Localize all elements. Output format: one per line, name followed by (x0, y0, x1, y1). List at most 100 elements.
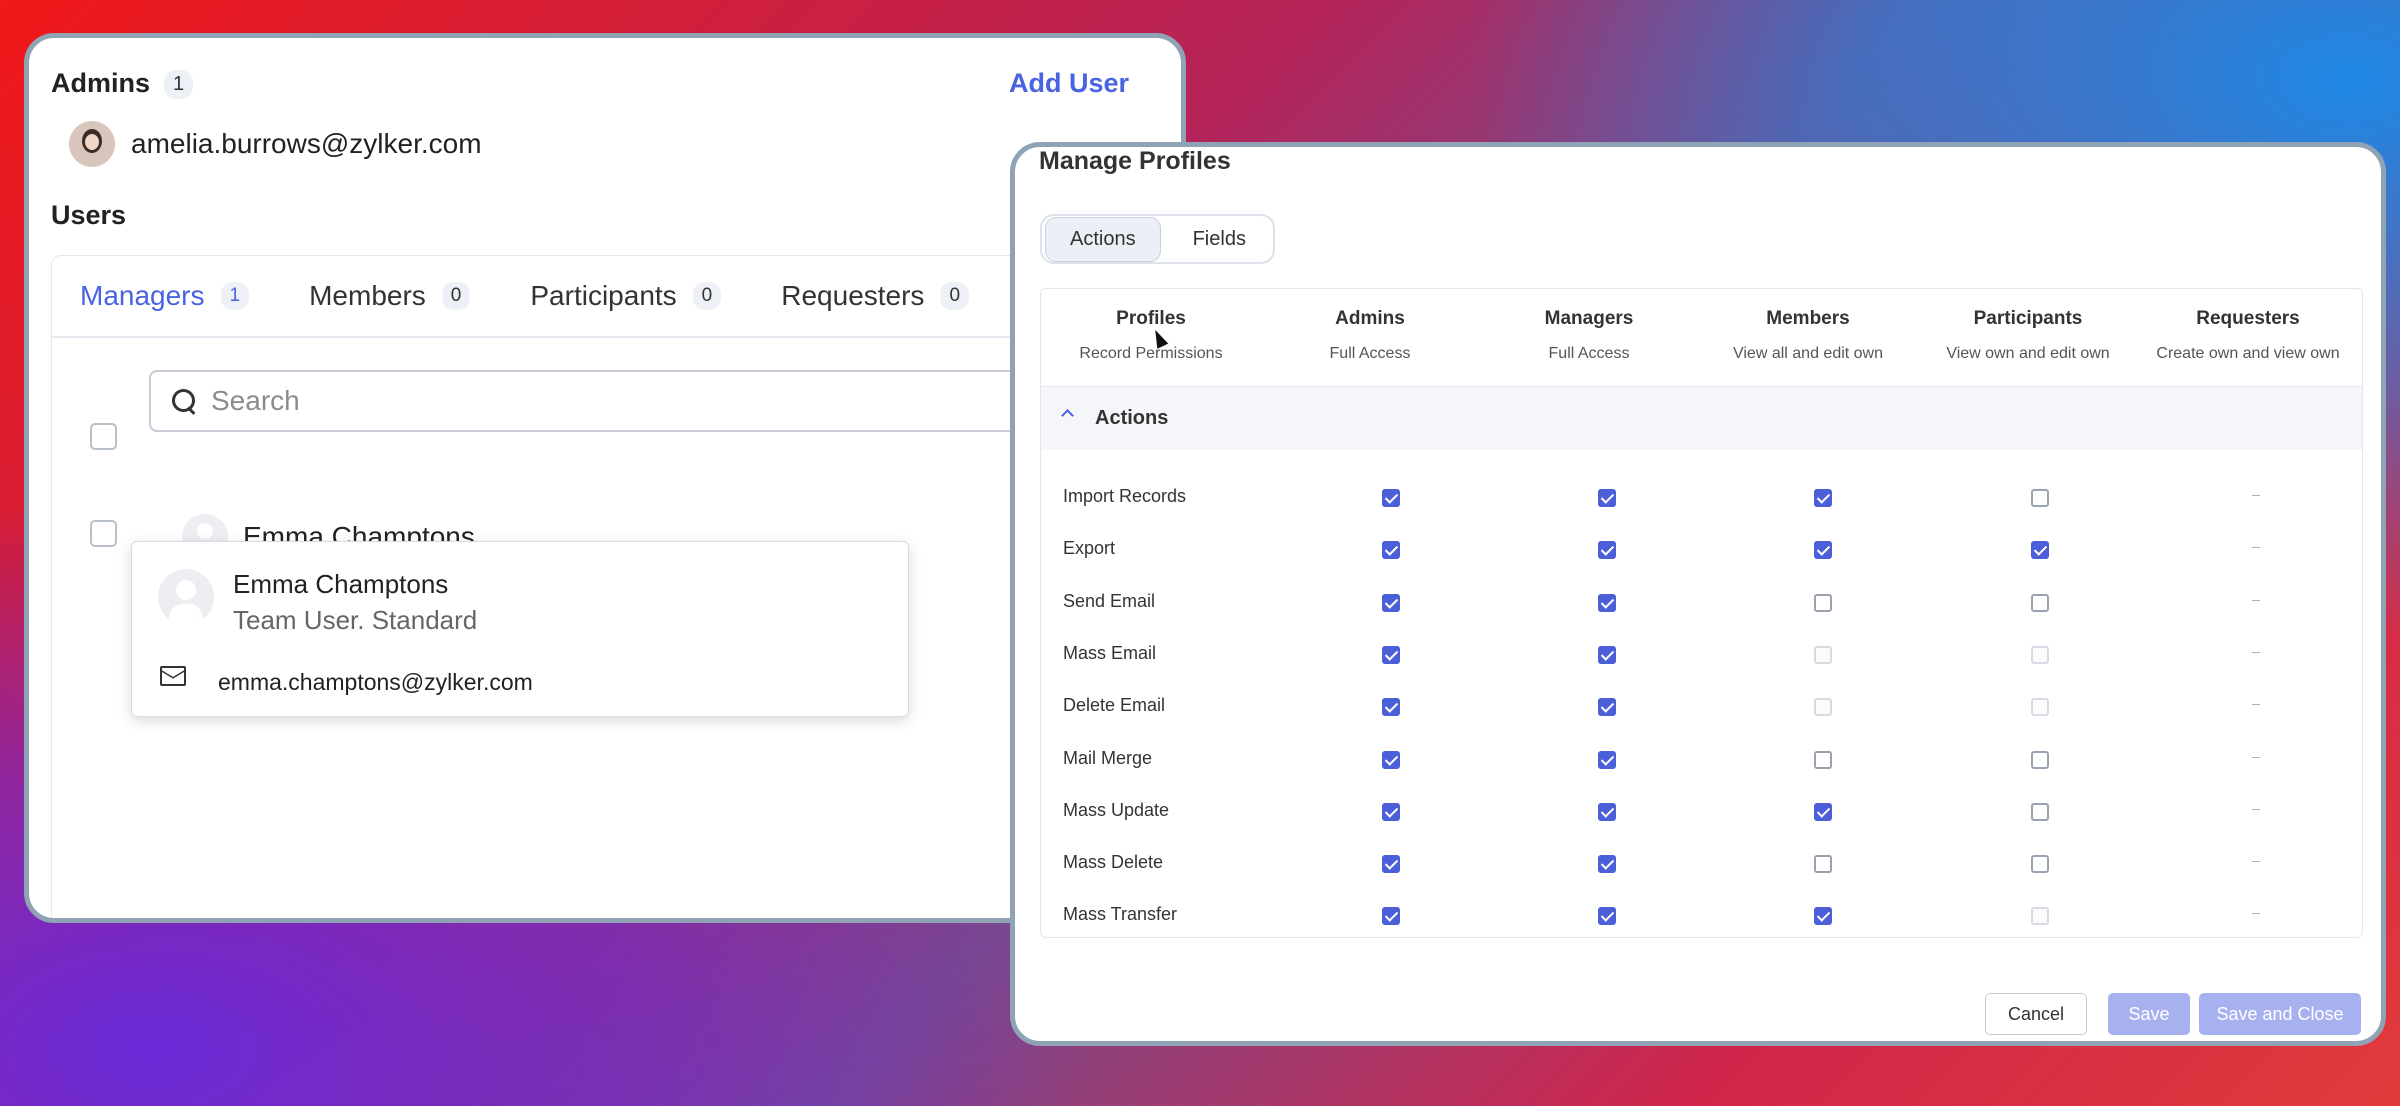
permission-checkbox-members[interactable] (1814, 907, 1832, 926)
save-and-close-button[interactable]: Save and Close (2199, 993, 2361, 1035)
user-avatar-icon (158, 569, 214, 625)
permission-checkbox-members (1814, 645, 1832, 664)
permission-checkbox-admins[interactable] (1382, 698, 1400, 717)
permissions-table: Profiles Record Permissions Admins Full … (1040, 288, 2363, 938)
permission-na: – (2252, 486, 2260, 502)
permission-checkbox-managers[interactable] (1598, 645, 1616, 664)
tab-count-badge: 0 (940, 282, 970, 310)
permission-checkbox-participants[interactable] (2031, 593, 2049, 612)
admins-count-badge: 1 (164, 70, 194, 100)
tab-participants[interactable]: Participants 0 (530, 280, 722, 312)
tab-count-badge: 0 (692, 282, 722, 310)
permission-checkbox-participants[interactable] (2031, 802, 2049, 821)
permission-checkbox-admins[interactable] (1382, 907, 1400, 926)
permission-checkbox-admins[interactable] (1382, 645, 1400, 664)
users-heading: Users (51, 200, 127, 230)
permission-checkbox-managers[interactable] (1598, 855, 1616, 874)
permission-checkbox-admins[interactable] (1382, 855, 1400, 874)
tab-requesters[interactable]: Requesters 0 (781, 280, 970, 312)
permission-checkbox-admins[interactable] (1382, 750, 1400, 769)
permission-checkbox-members[interactable] (1814, 750, 1832, 769)
column-subtitle: Full Access (1548, 345, 1630, 362)
permission-checkbox-managers[interactable] (1598, 907, 1616, 926)
column-title: Members (1766, 308, 1850, 329)
save-button[interactable]: Save (2108, 993, 2190, 1035)
popover-role: Team User. Standard (233, 605, 478, 635)
permission-na: – (2252, 538, 2260, 555)
permission-row-label: Mass Delete (1063, 852, 1164, 873)
avatar (69, 121, 115, 167)
permission-checkbox-members[interactable] (1814, 593, 1832, 612)
tab-count-badge: 1 (220, 282, 250, 310)
column-subtitle: Full Access (1329, 345, 1411, 362)
permission-checkbox-admins[interactable] (1382, 593, 1400, 612)
popover-email[interactable]: emma.champtons@zylker.com (218, 669, 533, 695)
user-info-popover: Emma Champtons Team User. Standard emma.… (131, 541, 909, 717)
permission-checkbox-participants[interactable] (2031, 489, 2049, 507)
column-title: Managers (1544, 308, 1634, 329)
permission-checkbox-managers[interactable] (1598, 541, 1616, 560)
permission-checkbox-members[interactable] (1814, 541, 1832, 560)
tab-managers[interactable]: Managers 1 (80, 280, 250, 312)
popover-name: Emma Champtons (233, 569, 449, 599)
permission-checkbox-participants[interactable] (2031, 750, 2049, 769)
row-checkbox[interactable] (90, 520, 117, 547)
permission-checkbox-admins[interactable] (1382, 541, 1400, 560)
permission-checkbox-participants (2031, 907, 2049, 926)
column-title: Requesters (2196, 308, 2300, 329)
tab-fields[interactable]: Fields (1192, 227, 1246, 250)
permission-checkbox-managers[interactable] (1598, 698, 1616, 717)
permission-checkbox-members[interactable] (1814, 802, 1832, 821)
permission-na: – (2252, 590, 2260, 607)
permission-checkbox-admins[interactable] (1382, 802, 1400, 821)
modal-title: Manage Profiles (1039, 147, 1231, 175)
permission-checkbox-managers[interactable] (1598, 593, 1616, 612)
column-subtitle: Record Permissions (1079, 345, 1223, 362)
permission-na: – (2252, 852, 2260, 869)
permission-checkbox-members[interactable] (1814, 855, 1832, 874)
user-tabs: Managers 1 Members 0 Participants 0 Requ… (52, 256, 1181, 338)
search-bar[interactable] (149, 370, 1181, 432)
column-subtitle: View all and edit own (1732, 345, 1884, 362)
cancel-button[interactable]: Cancel (1985, 993, 2087, 1035)
add-user-button[interactable]: Add User (1009, 68, 1130, 98)
tab-label: Participants (530, 280, 677, 311)
permission-checkbox-admins[interactable] (1382, 489, 1400, 507)
tab-label: Managers (80, 280, 205, 311)
column-header-admins: Admins Full Access (1260, 289, 1480, 386)
column-title: Profiles (1116, 308, 1186, 329)
column-header-requesters: Requesters Create own and view own (2138, 289, 2358, 386)
column-header-managers: Managers Full Access (1479, 289, 1699, 386)
permission-checkbox-managers[interactable] (1598, 802, 1616, 821)
column-header-participants: Participants View own and edit own (1918, 289, 2138, 386)
tab-count-badge: 0 (441, 282, 471, 310)
view-toggle: Actions Fields (1040, 214, 1275, 264)
select-all-checkbox[interactable] (90, 423, 117, 450)
tab-label: Requesters (781, 280, 925, 311)
permission-checkbox-participants[interactable] (2031, 855, 2049, 874)
permission-checkbox-managers[interactable] (1598, 489, 1616, 507)
permission-checkbox-members[interactable] (1814, 489, 1832, 507)
admins-title: Admins (51, 68, 151, 98)
column-header-members: Members View all and edit own (1698, 289, 1918, 386)
permission-row-label: Mail Merge (1063, 747, 1153, 768)
column-title: Participants (1973, 308, 2083, 329)
permission-row-label: Mass Email (1063, 642, 1157, 663)
permission-na: – (2252, 747, 2260, 764)
search-input[interactable] (209, 384, 1009, 418)
column-header-profiles: Profiles Record Permissions (1041, 289, 1261, 386)
section-header-actions[interactable]: Actions (1041, 387, 2362, 450)
permission-checkbox-members (1814, 698, 1832, 717)
permission-na: – (2252, 695, 2260, 712)
admins-heading: Admins 1 (51, 68, 194, 100)
tab-actions[interactable]: Actions (1045, 216, 1161, 262)
column-subtitle: View own and edit own (1946, 345, 2110, 362)
permission-na: – (2252, 642, 2260, 659)
permission-na: – (2252, 799, 2260, 816)
tab-members[interactable]: Members 0 (309, 280, 471, 312)
permission-checkbox-managers[interactable] (1598, 750, 1616, 769)
permission-row-label: Mass Update (1063, 799, 1170, 820)
permission-row-label: Send Email (1063, 590, 1156, 611)
permission-checkbox-participants[interactable] (2031, 541, 2049, 560)
tab-label: Members (309, 280, 426, 311)
